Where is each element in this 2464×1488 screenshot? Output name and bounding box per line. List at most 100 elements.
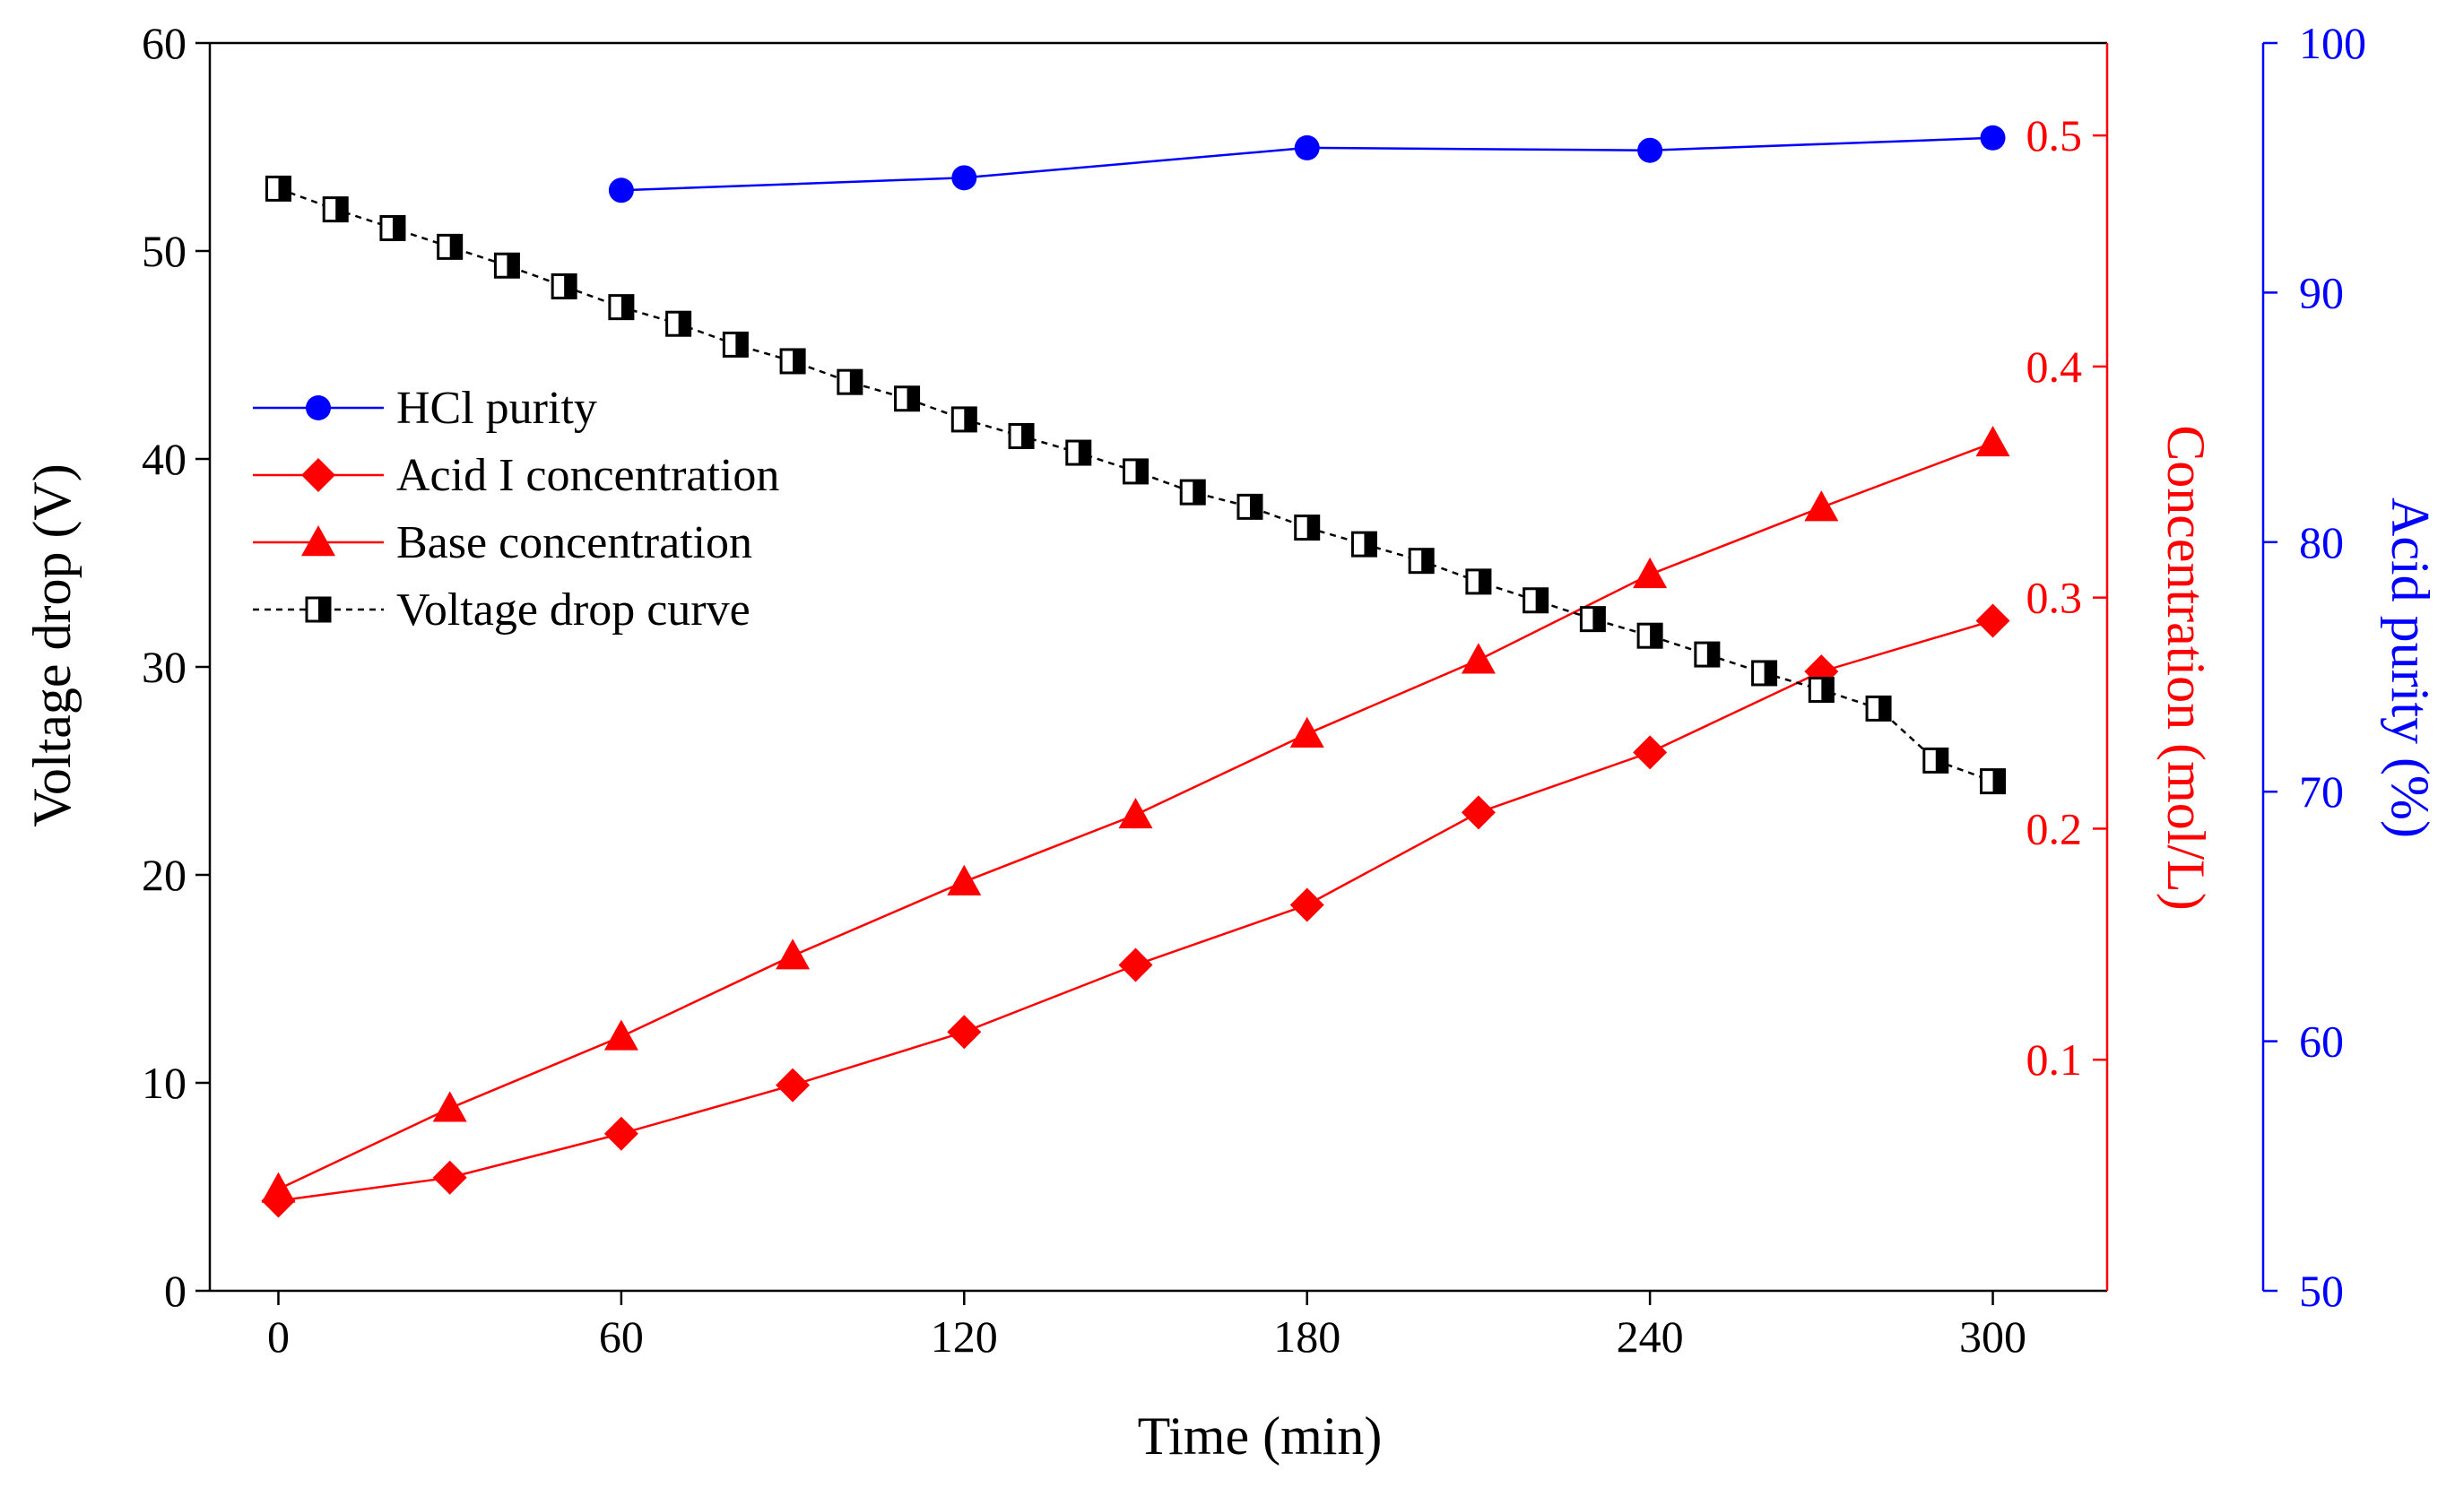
voltage-drop-point-fill <box>907 386 919 411</box>
axes-frame <box>208 41 2265 1293</box>
voltage-drop-point-fill <box>1878 696 1891 721</box>
acid-concentration-point <box>1118 947 1153 982</box>
y-left-axis-title: Voltage drop (V) <box>22 463 82 826</box>
acid-concentration-point <box>776 1068 811 1103</box>
voltage-drop-point-fill <box>507 254 519 278</box>
base-concentration-point <box>261 1172 296 1203</box>
voltage-drop-point-fill <box>620 295 633 319</box>
voltage-drop-point-fill <box>964 407 976 431</box>
legend-marker <box>306 395 331 420</box>
voltage-drop-point-fill <box>1706 643 1719 667</box>
voltage-drop-point-fill <box>793 349 805 373</box>
x-tick-label: 120 <box>931 1311 998 1362</box>
voltage-drop-point <box>1123 458 1150 485</box>
y-acid-purity-tick-label: 70 <box>2299 766 2344 817</box>
voltage-drop-point-fill <box>1135 459 1148 483</box>
voltage-drop-point-fill <box>1650 624 1662 648</box>
voltage-drop-point-fill <box>1935 748 1948 773</box>
voltage-drop-point-fill <box>1078 441 1090 465</box>
hcl-purity-point <box>1637 137 1663 163</box>
legend-marker <box>301 525 335 557</box>
y-acid-purity-tick-label: 80 <box>2299 517 2344 567</box>
y-left-tick-label: 10 <box>142 1058 187 1108</box>
base-concentration-point <box>1633 557 1668 589</box>
hcl-purity-point <box>951 165 977 191</box>
voltage-drop-point <box>1523 587 1549 614</box>
voltage-drop-point-fill <box>1478 569 1490 593</box>
x-tick-label: 180 <box>1273 1311 1340 1362</box>
y-concentration-axis-title: Concentration (mol/L) <box>2156 425 2216 911</box>
voltage-drop-point <box>779 348 806 375</box>
voltage-drop-point <box>1065 439 1092 466</box>
y-left-tick-label: 30 <box>142 642 187 692</box>
voltage-drop-point-fill <box>449 235 462 259</box>
acid-concentration-point <box>1461 795 1496 830</box>
y-left-tick-label: 60 <box>142 18 187 68</box>
voltage-drop-point <box>894 385 921 412</box>
acid-concentration-line <box>278 619 1993 1202</box>
y-left-tick-label: 40 <box>142 434 187 484</box>
voltage-drop-point <box>1636 622 1663 649</box>
legend-label: Acid I concentration <box>396 450 779 501</box>
legend-label: Base concentration <box>396 517 752 568</box>
voltage-drop-point-fill <box>278 177 291 201</box>
voltage-drop-point-fill <box>735 333 748 357</box>
voltage-drop-point <box>551 273 577 299</box>
acid-concentration-point <box>1633 735 1668 770</box>
voltage-drop-point <box>665 310 692 337</box>
y-acid-purity-tick-label: 90 <box>2299 267 2344 317</box>
acid-concentration-point <box>1289 887 1324 922</box>
legend-marker <box>305 596 332 623</box>
x-tick-label: 60 <box>599 1311 644 1362</box>
voltage-drop-point <box>1579 606 1606 633</box>
base-concentration-point <box>432 1091 467 1122</box>
voltage-drop-point <box>1294 515 1321 541</box>
y-acid-purity-tick-label: 50 <box>2299 1266 2344 1316</box>
voltage-drop-point-fill <box>1535 588 1548 612</box>
hcl-purity-point <box>1980 125 2006 151</box>
voltage-drop-point-fill <box>1021 424 1034 448</box>
base-concentration-point <box>1118 797 1153 829</box>
voltage-drop-point-fill <box>1249 495 1262 519</box>
voltage-drop-point-fill <box>1193 480 1205 505</box>
legend: HCl purity Acid I concentration Base conce… <box>253 383 779 636</box>
y-acid-purity-tick-label: 100 <box>2299 18 2366 68</box>
base-concentration-point <box>603 1019 638 1051</box>
hcl-purity-point <box>1294 134 1320 160</box>
voltage-drop-point-fill <box>849 370 862 394</box>
voltage-drop-point-fill <box>1306 515 1319 540</box>
legend-marker-fill <box>318 598 330 621</box>
y-concentration-tick-label: 0.4 <box>2026 342 2083 392</box>
base-concentration-point <box>1804 490 1839 522</box>
base-concentration-point <box>1461 643 1496 674</box>
base-concentration-point <box>947 864 982 895</box>
voltage-drop-point <box>1465 568 1492 595</box>
base-concentration-point <box>776 939 811 970</box>
acid-concentration-point <box>603 1116 638 1151</box>
voltage-drop-point-fill <box>1821 678 1834 702</box>
x-tick-label: 0 <box>267 1311 290 1362</box>
voltage-drop-point <box>1179 479 1206 506</box>
voltage-drop-point <box>1408 548 1435 575</box>
y-left-tick-label: 20 <box>142 850 187 900</box>
y-concentration-tick-label: 0.5 <box>2026 110 2083 160</box>
voltage-drop-point <box>1980 768 2007 795</box>
voltage-drop-point <box>1865 695 1892 722</box>
series-layer <box>261 125 2010 1218</box>
voltage-drop-point <box>837 368 863 395</box>
voltage-drop-point-fill <box>1764 661 1776 685</box>
voltage-drop-point <box>1694 641 1721 668</box>
voltage-drop-point-fill <box>335 197 348 221</box>
x-axis-title: Time (min) <box>1138 1406 1383 1466</box>
voltage-drop-point <box>1236 493 1263 520</box>
voltage-drop-point-fill <box>1421 549 1434 573</box>
voltage-drop-point <box>1751 660 1778 687</box>
x-tick-label: 240 <box>1617 1311 1684 1362</box>
voltage-drop-point-fill <box>564 274 577 298</box>
voltage-drop-point <box>608 294 635 321</box>
voltage-drop-point <box>722 331 749 358</box>
voltage-drop-point <box>437 233 464 260</box>
acid-concentration-point <box>947 1015 982 1050</box>
ticks-layer: 0 60 120 180 240 300 0 10 20 30 40 50 60 0.1 0.2 0.3 0.4… <box>142 18 2366 1362</box>
